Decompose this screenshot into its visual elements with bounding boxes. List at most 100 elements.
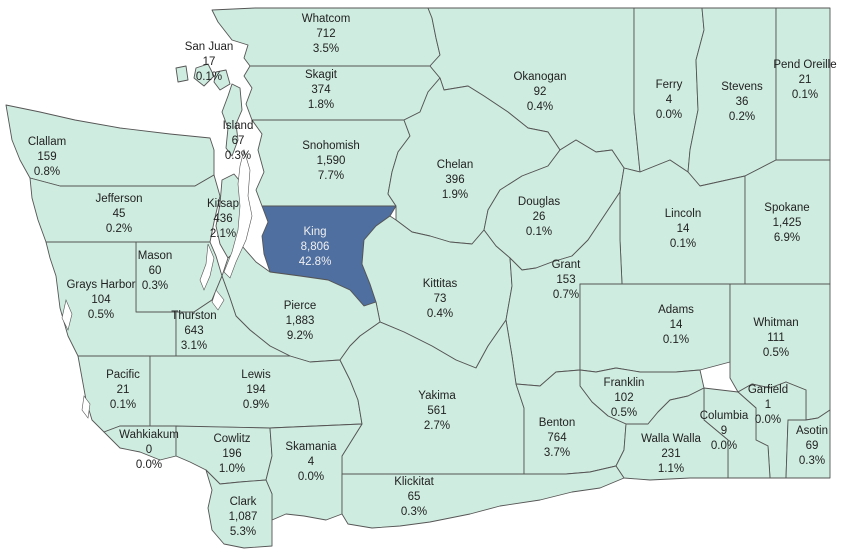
county-pct: 3.5% bbox=[312, 43, 340, 55]
county-name: Pend Oreille bbox=[773, 59, 837, 71]
county-asotin[interactable] bbox=[785, 409, 831, 479]
county-name: Kittitas bbox=[422, 278, 458, 290]
county-pct: 0.1% bbox=[662, 334, 690, 346]
county-count: 111 bbox=[767, 332, 785, 344]
label-yakima: Yakima 561 2.7% bbox=[418, 389, 456, 434]
county-pct: 0.1% bbox=[195, 71, 223, 83]
label-san-juan: San Juan 17 0.1% bbox=[185, 40, 234, 85]
label-clark: Clark 1,087 5.3% bbox=[229, 495, 258, 540]
label-lincoln: Lincoln 14 0.1% bbox=[665, 207, 701, 252]
county-count: 153 bbox=[556, 274, 576, 286]
puget-sound-water bbox=[61, 148, 253, 419]
county-pct: 0.4% bbox=[526, 101, 554, 113]
county-clallam[interactable] bbox=[5, 104, 215, 187]
county-name: Pacific bbox=[106, 369, 140, 381]
county-count: 45 bbox=[112, 208, 126, 220]
county-count: 374 bbox=[311, 84, 331, 96]
county-name: Franklin bbox=[603, 377, 645, 389]
county-name: Lewis bbox=[241, 369, 271, 381]
county-name: Asotin bbox=[796, 425, 828, 437]
county-pct: 0.3% bbox=[224, 150, 252, 162]
label-wahkiakum: Wahkiakum 0 0.0% bbox=[119, 428, 179, 473]
county-name: Grant bbox=[551, 259, 581, 271]
county-name: Adams bbox=[658, 304, 694, 316]
label-grant: Grant 153 0.7% bbox=[552, 258, 581, 303]
label-pacific: Pacific 21 0.1% bbox=[106, 368, 140, 413]
county-shapes bbox=[5, 7, 831, 549]
county-pct: 0.2% bbox=[728, 111, 756, 123]
county-count: 102 bbox=[614, 392, 634, 404]
label-walla-walla: Walla Walla 231 1.1% bbox=[641, 432, 701, 477]
label-mason: Mason 60 0.3% bbox=[138, 249, 173, 294]
label-stevens: Stevens 36 0.2% bbox=[721, 80, 763, 125]
county-klickitat[interactable] bbox=[341, 465, 625, 529]
county-name: San Juan bbox=[184, 41, 234, 53]
label-lewis: Lewis 194 0.9% bbox=[241, 368, 270, 413]
label-clallam: Clallam 159 0.8% bbox=[28, 135, 66, 180]
county-name: Columbia bbox=[699, 410, 749, 422]
county-count: 196 bbox=[222, 448, 242, 460]
county-count: 1,590 bbox=[316, 155, 346, 167]
county-count: 14 bbox=[676, 223, 690, 235]
county-san-juan[interactable] bbox=[175, 63, 231, 91]
county-count: 104 bbox=[91, 294, 111, 306]
label-franklin: Franklin 102 0.5% bbox=[604, 376, 645, 421]
county-pct: 2.1% bbox=[209, 228, 237, 240]
label-cowlitz: Cowlitz 196 1.0% bbox=[213, 432, 250, 477]
county-pct: 0.3% bbox=[141, 280, 169, 292]
label-douglas: Douglas 26 0.1% bbox=[518, 195, 560, 240]
county-clark[interactable] bbox=[205, 469, 273, 549]
label-klickitat: Klickitat 65 0.3% bbox=[394, 475, 434, 520]
label-skamania: Skamania 4 0.0% bbox=[285, 440, 336, 485]
label-ferry: Ferry 4 0.0% bbox=[656, 78, 683, 123]
county-pct: 0.1% bbox=[109, 399, 137, 411]
county-adams[interactable] bbox=[579, 283, 731, 373]
county-name: Skamania bbox=[285, 441, 337, 453]
label-chelan: Chelan 396 1.9% bbox=[437, 158, 473, 203]
label-adams: Adams 14 0.1% bbox=[658, 303, 694, 348]
county-count: 4 bbox=[665, 94, 673, 106]
county-pct: 1.0% bbox=[218, 463, 246, 475]
county-count: 0 bbox=[145, 444, 153, 456]
label-grays-harbor: Grays Harbor 104 0.5% bbox=[66, 278, 135, 323]
county-pct: 0.1% bbox=[669, 238, 697, 250]
county-skagit[interactable] bbox=[243, 65, 441, 121]
label-spokane: Spokane 1,425 6.9% bbox=[764, 201, 809, 246]
county-pct: 0.0% bbox=[710, 440, 738, 452]
county-count: 561 bbox=[427, 405, 447, 417]
county-name: Yakima bbox=[418, 390, 456, 402]
label-kittitas: Kittitas 73 0.4% bbox=[423, 277, 458, 322]
label-whitman: Whitman 111 0.5% bbox=[753, 316, 798, 361]
county-name: Jefferson bbox=[95, 193, 143, 205]
county-name: Whatcom bbox=[301, 13, 351, 25]
county-pct: 9.2% bbox=[286, 330, 314, 342]
county-pct: 1.9% bbox=[441, 189, 469, 201]
county-name: Mason bbox=[137, 250, 173, 262]
county-name: Skagit bbox=[305, 69, 337, 81]
county-pct: 1.8% bbox=[307, 99, 335, 111]
county-spokane[interactable] bbox=[744, 159, 831, 285]
county-walla-walla[interactable] bbox=[615, 387, 729, 481]
county-count: 21 bbox=[798, 74, 812, 86]
county-name: Pierce bbox=[283, 300, 317, 312]
county-name: Lincoln bbox=[664, 208, 702, 220]
county-name: Douglas bbox=[517, 196, 561, 208]
label-pierce: Pierce 1,883 9.2% bbox=[284, 299, 317, 344]
label-garfield: Garfield 1 0.0% bbox=[748, 383, 788, 428]
county-pct: 3.1% bbox=[180, 340, 208, 352]
county-pct: 0.0% bbox=[297, 471, 325, 483]
county-name: Thurston bbox=[171, 310, 217, 322]
label-thurston: Thurston 643 3.1% bbox=[171, 309, 216, 354]
county-name: Grays Harbor bbox=[66, 279, 136, 291]
county-count: 231 bbox=[661, 448, 681, 460]
county-pct: 0.0% bbox=[655, 109, 683, 121]
county-pct: 0.0% bbox=[754, 414, 782, 426]
county-name: Cowlitz bbox=[213, 433, 251, 445]
county-count: 67 bbox=[231, 135, 245, 147]
county-pct: 0.2% bbox=[105, 223, 133, 235]
county-name: Garfield bbox=[747, 384, 789, 396]
county-name: Wahkiakum bbox=[119, 429, 179, 441]
county-pct: 42.8% bbox=[298, 256, 332, 268]
county-name: Whitman bbox=[753, 317, 799, 329]
county-island[interactable] bbox=[221, 83, 243, 157]
